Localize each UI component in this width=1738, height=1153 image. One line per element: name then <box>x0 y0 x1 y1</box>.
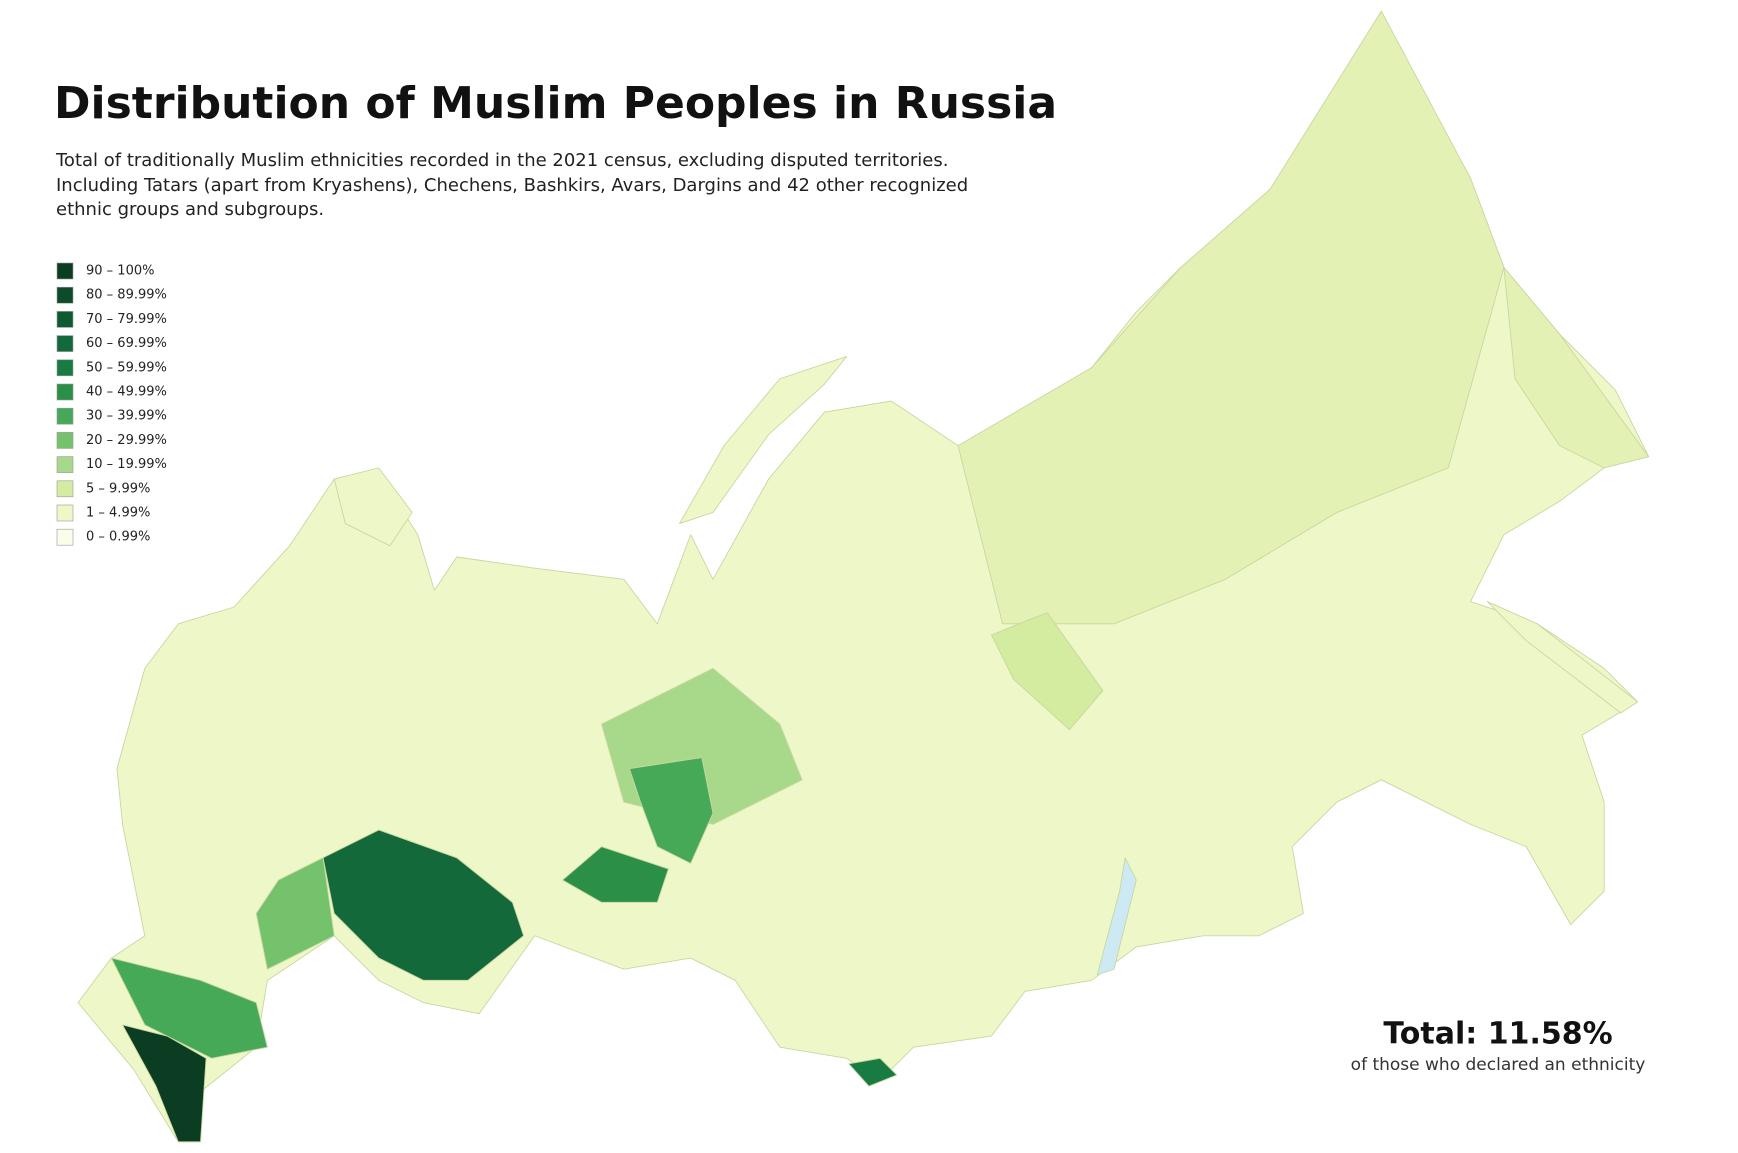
caucasus-mid <box>110 957 268 1059</box>
yakutia-spot <box>991 612 1104 731</box>
subtitle-line: Total of traditionally Muslim ethnicitie… <box>55 150 948 171</box>
legend-swatch <box>56 480 74 498</box>
legend-swatch <box>56 335 74 352</box>
baikal <box>1096 857 1137 976</box>
total: Total: 11.58% <box>1383 1017 1612 1052</box>
total-note: of those who declared an ethnicity <box>1351 1055 1646 1075</box>
kamchatka <box>1503 266 1650 469</box>
legend-label: 5 – 9.99% <box>86 481 150 496</box>
bashkortostan <box>562 846 669 903</box>
volga-mid <box>255 857 335 970</box>
subtitle-line: ethnic groups and subgroups. <box>56 199 324 220</box>
legend-label: 20 – 29.99% <box>86 433 167 448</box>
legend-swatch <box>56 528 74 546</box>
legend-swatch <box>56 432 74 449</box>
legend-swatch <box>56 359 74 377</box>
legend-label: 90 – 100% <box>86 264 154 279</box>
subtitle-line: Including Tatars (apart from Kryashens),… <box>56 175 968 196</box>
legend-label: 60 – 69.99% <box>86 336 167 351</box>
legend-swatch <box>56 311 74 328</box>
legend-label: 30 – 39.99% <box>86 409 167 424</box>
legend-label: 40 – 49.99% <box>86 385 167 400</box>
caucasus-dark <box>122 1024 207 1143</box>
legend-swatch <box>56 456 74 473</box>
volga-muslim <box>322 829 525 981</box>
legend: 90 – 100% 80 – 89.99% 70 – 79.99% 60 – 69.9… <box>56 262 167 546</box>
tyumen <box>628 757 714 864</box>
legend-swatch <box>56 407 74 425</box>
legend-label: 50 – 59.99% <box>86 360 167 375</box>
legend-label: 1 – 4.99% <box>86 506 150 521</box>
legend-label: 0 – 0.99% <box>86 530 150 545</box>
legend-label: 70 – 79.99% <box>86 312 167 327</box>
novaya-zemlya <box>679 356 848 525</box>
legend-label: 80 – 89.99% <box>86 288 167 303</box>
title: Distribution of Muslim Peoples in Russia <box>54 78 1057 129</box>
legend-swatch <box>56 383 74 401</box>
legend-swatch <box>56 262 74 280</box>
tuva-altai <box>848 1057 898 1087</box>
sakhalin <box>1486 601 1639 714</box>
map-shapes <box>77 10 1650 1143</box>
kola <box>333 467 413 547</box>
legend-swatch <box>56 504 74 522</box>
legend-label: 10 – 19.99% <box>86 457 167 472</box>
legend-swatch <box>56 286 74 304</box>
